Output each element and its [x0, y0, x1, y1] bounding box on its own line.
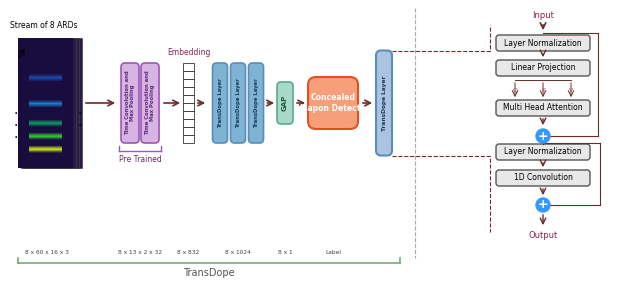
- FancyBboxPatch shape: [376, 51, 392, 156]
- Polygon shape: [24, 38, 79, 168]
- Text: Label: Label: [325, 251, 341, 255]
- FancyBboxPatch shape: [183, 135, 194, 143]
- Polygon shape: [21, 38, 76, 168]
- Text: ·: ·: [14, 131, 18, 145]
- Text: Concealed
Weapon Detected: Concealed Weapon Detected: [294, 93, 372, 113]
- FancyBboxPatch shape: [183, 103, 194, 111]
- Text: Linear Projection: Linear Projection: [511, 63, 575, 72]
- Text: 8 x 13 x 2 x 32: 8 x 13 x 2 x 32: [118, 251, 162, 255]
- Text: TransDope: TransDope: [183, 268, 235, 278]
- FancyBboxPatch shape: [230, 63, 246, 143]
- Text: +: +: [538, 130, 548, 142]
- Text: TransDope Layer: TransDope Layer: [381, 75, 387, 131]
- Polygon shape: [27, 38, 82, 168]
- Text: Embedding: Embedding: [167, 48, 210, 57]
- Text: 1D Convolution: 1D Convolution: [513, 174, 572, 182]
- Text: GAP: GAP: [282, 95, 288, 111]
- FancyBboxPatch shape: [248, 63, 264, 143]
- FancyBboxPatch shape: [183, 63, 194, 71]
- Text: Multi Head Attention: Multi Head Attention: [503, 104, 583, 112]
- Text: Pre Trained: Pre Trained: [118, 154, 161, 164]
- FancyBboxPatch shape: [141, 63, 159, 143]
- Text: Output: Output: [529, 231, 557, 241]
- Text: Time Convolution and
Max Pooling: Time Convolution and Max Pooling: [125, 71, 136, 135]
- Text: 8 x 1024: 8 x 1024: [225, 251, 251, 255]
- Circle shape: [536, 129, 550, 143]
- Text: TransDope Layer: TransDope Layer: [236, 78, 241, 128]
- Text: 8 x 832: 8 x 832: [177, 251, 199, 255]
- Text: K: K: [541, 88, 545, 92]
- FancyBboxPatch shape: [121, 63, 139, 143]
- FancyBboxPatch shape: [183, 79, 194, 87]
- Text: ·: ·: [78, 107, 82, 121]
- FancyBboxPatch shape: [496, 144, 590, 160]
- FancyBboxPatch shape: [183, 87, 194, 95]
- FancyBboxPatch shape: [308, 77, 358, 129]
- Text: ·: ·: [78, 119, 82, 133]
- Text: Layer Normalization: Layer Normalization: [504, 148, 582, 156]
- FancyBboxPatch shape: [496, 60, 590, 76]
- FancyBboxPatch shape: [183, 127, 194, 135]
- FancyBboxPatch shape: [496, 100, 590, 116]
- Text: ·: ·: [14, 119, 18, 133]
- FancyBboxPatch shape: [183, 95, 194, 103]
- FancyBboxPatch shape: [183, 111, 194, 119]
- FancyBboxPatch shape: [183, 71, 194, 79]
- Text: V: V: [569, 88, 573, 92]
- Text: Q: Q: [513, 88, 518, 92]
- Text: Input: Input: [532, 11, 554, 21]
- Text: +: +: [538, 198, 548, 212]
- FancyBboxPatch shape: [496, 170, 590, 186]
- FancyBboxPatch shape: [496, 35, 590, 51]
- Text: ·: ·: [14, 107, 18, 121]
- FancyBboxPatch shape: [183, 119, 194, 127]
- Circle shape: [536, 198, 550, 212]
- FancyBboxPatch shape: [277, 82, 293, 124]
- Text: 8 x 1: 8 x 1: [278, 251, 292, 255]
- Text: Time Convolution and
Max Pooling: Time Convolution and Max Pooling: [145, 71, 156, 135]
- Text: TransDope Layer: TransDope Layer: [218, 78, 223, 128]
- FancyBboxPatch shape: [212, 63, 228, 143]
- Text: Layer Normalization: Layer Normalization: [504, 39, 582, 47]
- Text: 8 x 60 x 16 x 3: 8 x 60 x 16 x 3: [25, 251, 69, 255]
- Text: Stream of 8 ARDs: Stream of 8 ARDs: [10, 21, 77, 30]
- Text: TransDope Layer: TransDope Layer: [253, 78, 259, 128]
